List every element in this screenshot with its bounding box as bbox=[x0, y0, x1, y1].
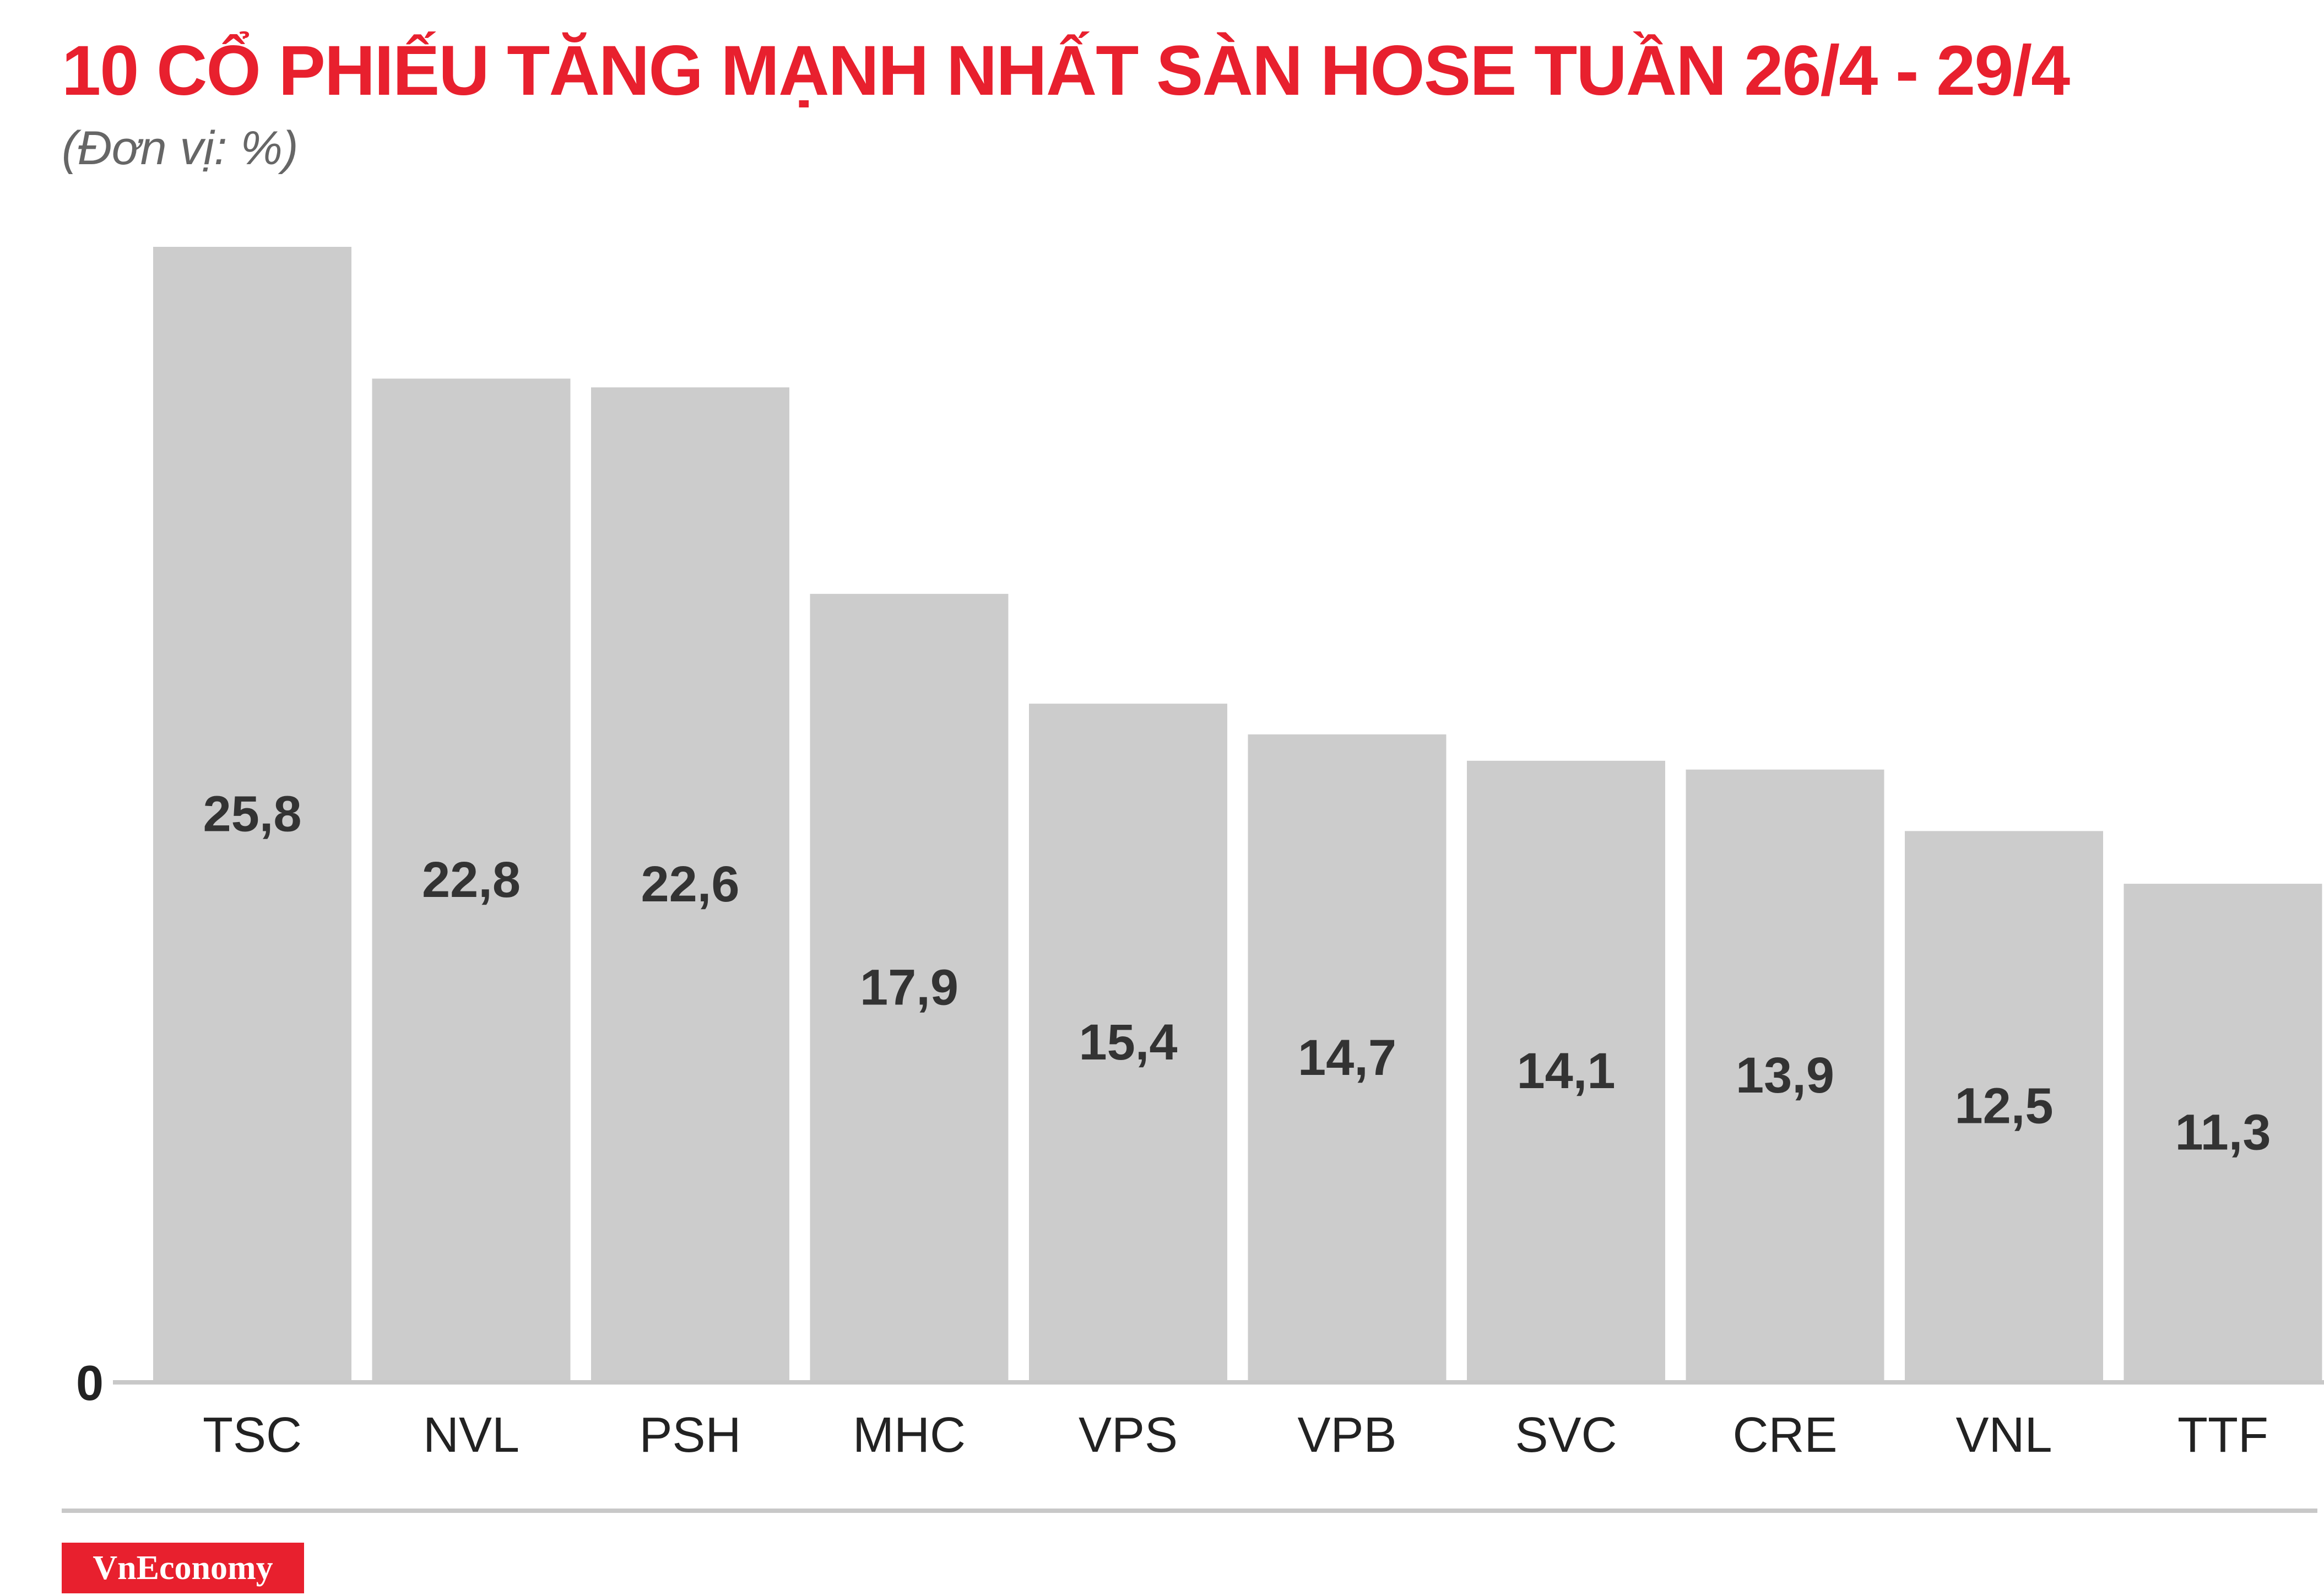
bar-chart: 25,8 TSC 22,8 NVL 22,6 PSH 17,9 MHC 15,4 VPS 14,7 V… bbox=[76, 247, 2324, 1463]
bar-vnl bbox=[1905, 831, 2103, 1380]
chart-unit-label: (Đơn vị: %) bbox=[62, 122, 299, 175]
value-label-mhc: 17,9 bbox=[860, 959, 958, 1015]
category-label-tsc: TSC bbox=[203, 1408, 302, 1463]
value-label-ttf: 11,3 bbox=[2175, 1105, 2271, 1161]
value-label-cre: 13,9 bbox=[1736, 1047, 1834, 1104]
value-label-nvl: 22,8 bbox=[422, 852, 521, 908]
bar-vpb bbox=[1248, 734, 1447, 1380]
y-tick-label-0: 0 bbox=[76, 1356, 104, 1411]
chart-title: 10 CỔ PHIẾU TĂNG MẠNH NHẤT SÀN HOSE TUẦN… bbox=[62, 31, 2070, 110]
bar-ttf bbox=[2123, 884, 2322, 1380]
category-label-vpb: VPB bbox=[1297, 1408, 1396, 1463]
bar-psh bbox=[591, 387, 789, 1380]
value-label-svc: 14,1 bbox=[1516, 1043, 1615, 1099]
bar-svc bbox=[1467, 760, 1665, 1380]
bar-nvl bbox=[372, 379, 571, 1380]
category-label-mhc: MHC bbox=[853, 1408, 966, 1463]
category-label-ttf: TTF bbox=[2177, 1408, 2268, 1463]
value-label-vpb: 14,7 bbox=[1298, 1030, 1396, 1086]
category-label-nvl: NVL bbox=[423, 1408, 519, 1463]
bar-mhc bbox=[810, 593, 1009, 1380]
category-label-svc: SVC bbox=[1515, 1408, 1617, 1463]
value-label-psh: 22,6 bbox=[641, 856, 739, 912]
value-label-tsc: 25,8 bbox=[203, 786, 301, 842]
value-label-vnl: 12,5 bbox=[1954, 1078, 2053, 1134]
bar-tsc bbox=[153, 247, 351, 1380]
bar-cre bbox=[1686, 769, 1884, 1380]
category-label-vps: VPS bbox=[1079, 1408, 1178, 1463]
vneconomy-logo: VnEconomy bbox=[62, 1543, 304, 1593]
category-label-vnl: VNL bbox=[1955, 1408, 2052, 1463]
bar-vps bbox=[1029, 704, 1227, 1380]
footer-divider bbox=[62, 1509, 2317, 1513]
category-label-cre: CRE bbox=[1732, 1408, 1837, 1463]
category-label-psh: PSH bbox=[639, 1408, 741, 1463]
value-label-vps: 15,4 bbox=[1079, 1014, 1177, 1070]
